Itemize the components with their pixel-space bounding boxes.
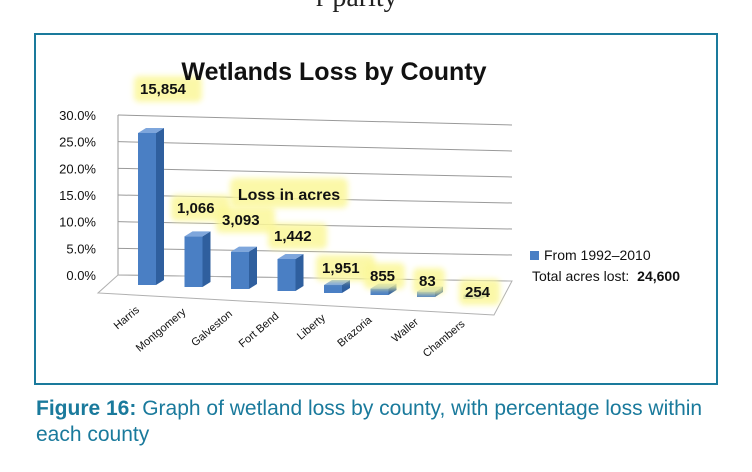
x-tick-label: Harris — [112, 304, 143, 332]
bar-brazoria — [370, 288, 389, 295]
data-label-highlight — [413, 268, 445, 294]
data-label-highlight — [134, 76, 202, 102]
figure-caption-text: Graph of wetland loss by county, with pe… — [36, 397, 703, 446]
chart-title: Wetlands Loss by County — [181, 58, 486, 86]
bar-top — [231, 246, 257, 252]
data-label: 855 — [370, 268, 395, 285]
y-tick-label: 20.0% — [59, 161, 96, 176]
data-label: 83 — [419, 273, 436, 290]
annotation-highlight — [230, 178, 348, 208]
bar-fort-bend — [277, 259, 296, 291]
previous-text: r parity — [316, 0, 398, 14]
bar-side — [202, 231, 211, 287]
data-label: 254 — [465, 284, 491, 301]
x-tick-label: Chambers — [421, 318, 468, 360]
data-label: 15,854 — [140, 81, 187, 98]
data-label-highlight — [316, 255, 375, 281]
wetlands-chart: 30.0% 25.0% 20.0% 15.0% 10.0% 5.0% 0.0% Harris 1… — [59, 58, 680, 360]
x-tick-label: Waller — [390, 316, 422, 345]
y-tick-label: 5.0% — [66, 241, 96, 256]
x-tick-label: Brazoria — [335, 314, 375, 350]
bar-top — [277, 254, 304, 259]
data-label-highlight — [459, 279, 500, 305]
data-label: 1,066 — [177, 200, 215, 217]
x-tick-label: Montgomery — [134, 306, 189, 355]
bar-top — [324, 280, 350, 285]
gridline — [117, 114, 513, 126]
data-label: 1,442 — [274, 228, 312, 245]
legend-total: Total acres lost: 24,600 — [532, 268, 680, 284]
legend-series-label: From 1992–2010 — [544, 247, 651, 263]
bar-montgomery — [184, 236, 203, 287]
figure-label: Figure 16: — [36, 397, 137, 420]
figure-caption: Figure 16: Graph of wetland loss by coun… — [36, 396, 726, 448]
y-tick-label: 25.0% — [59, 135, 96, 150]
bar-top — [138, 128, 164, 133]
gridline — [117, 167, 513, 178]
previous-text-fragment: r parity — [0, 0, 752, 30]
gridline — [117, 247, 513, 256]
bar-side — [295, 254, 304, 291]
y-tick-label: 10.0% — [59, 215, 96, 230]
bar-galveston — [231, 251, 249, 289]
x-tick-label: Liberty — [295, 312, 328, 343]
legend-total-value: 24,600 — [637, 268, 680, 284]
gridline — [117, 141, 513, 152]
y-tick-label: 0.0% — [66, 268, 96, 283]
legend-swatch — [530, 251, 539, 260]
data-label-highlight — [216, 207, 275, 233]
bar-side — [249, 246, 257, 289]
y-tick-label: 30.0% — [59, 108, 96, 123]
bar-waller — [417, 291, 435, 297]
bar-top — [184, 231, 211, 237]
x-tick-label: Fort Bend — [237, 310, 282, 350]
bar-harris — [138, 133, 156, 285]
bar-side — [156, 128, 164, 285]
legend-total-label: Total acres lost: — [532, 268, 629, 284]
data-label: 1,951 — [322, 260, 360, 277]
data-label: 3,093 — [222, 212, 260, 229]
data-label-highlight — [171, 195, 230, 221]
annotation-text: Loss in acres — [238, 187, 340, 204]
bar-side — [342, 280, 350, 293]
data-label-highlight — [268, 223, 327, 249]
x-tick-label: Galveston — [189, 308, 235, 349]
data-label-highlight — [364, 263, 405, 289]
bar-liberty — [324, 285, 342, 293]
y-tick-label: 15.0% — [59, 188, 96, 203]
